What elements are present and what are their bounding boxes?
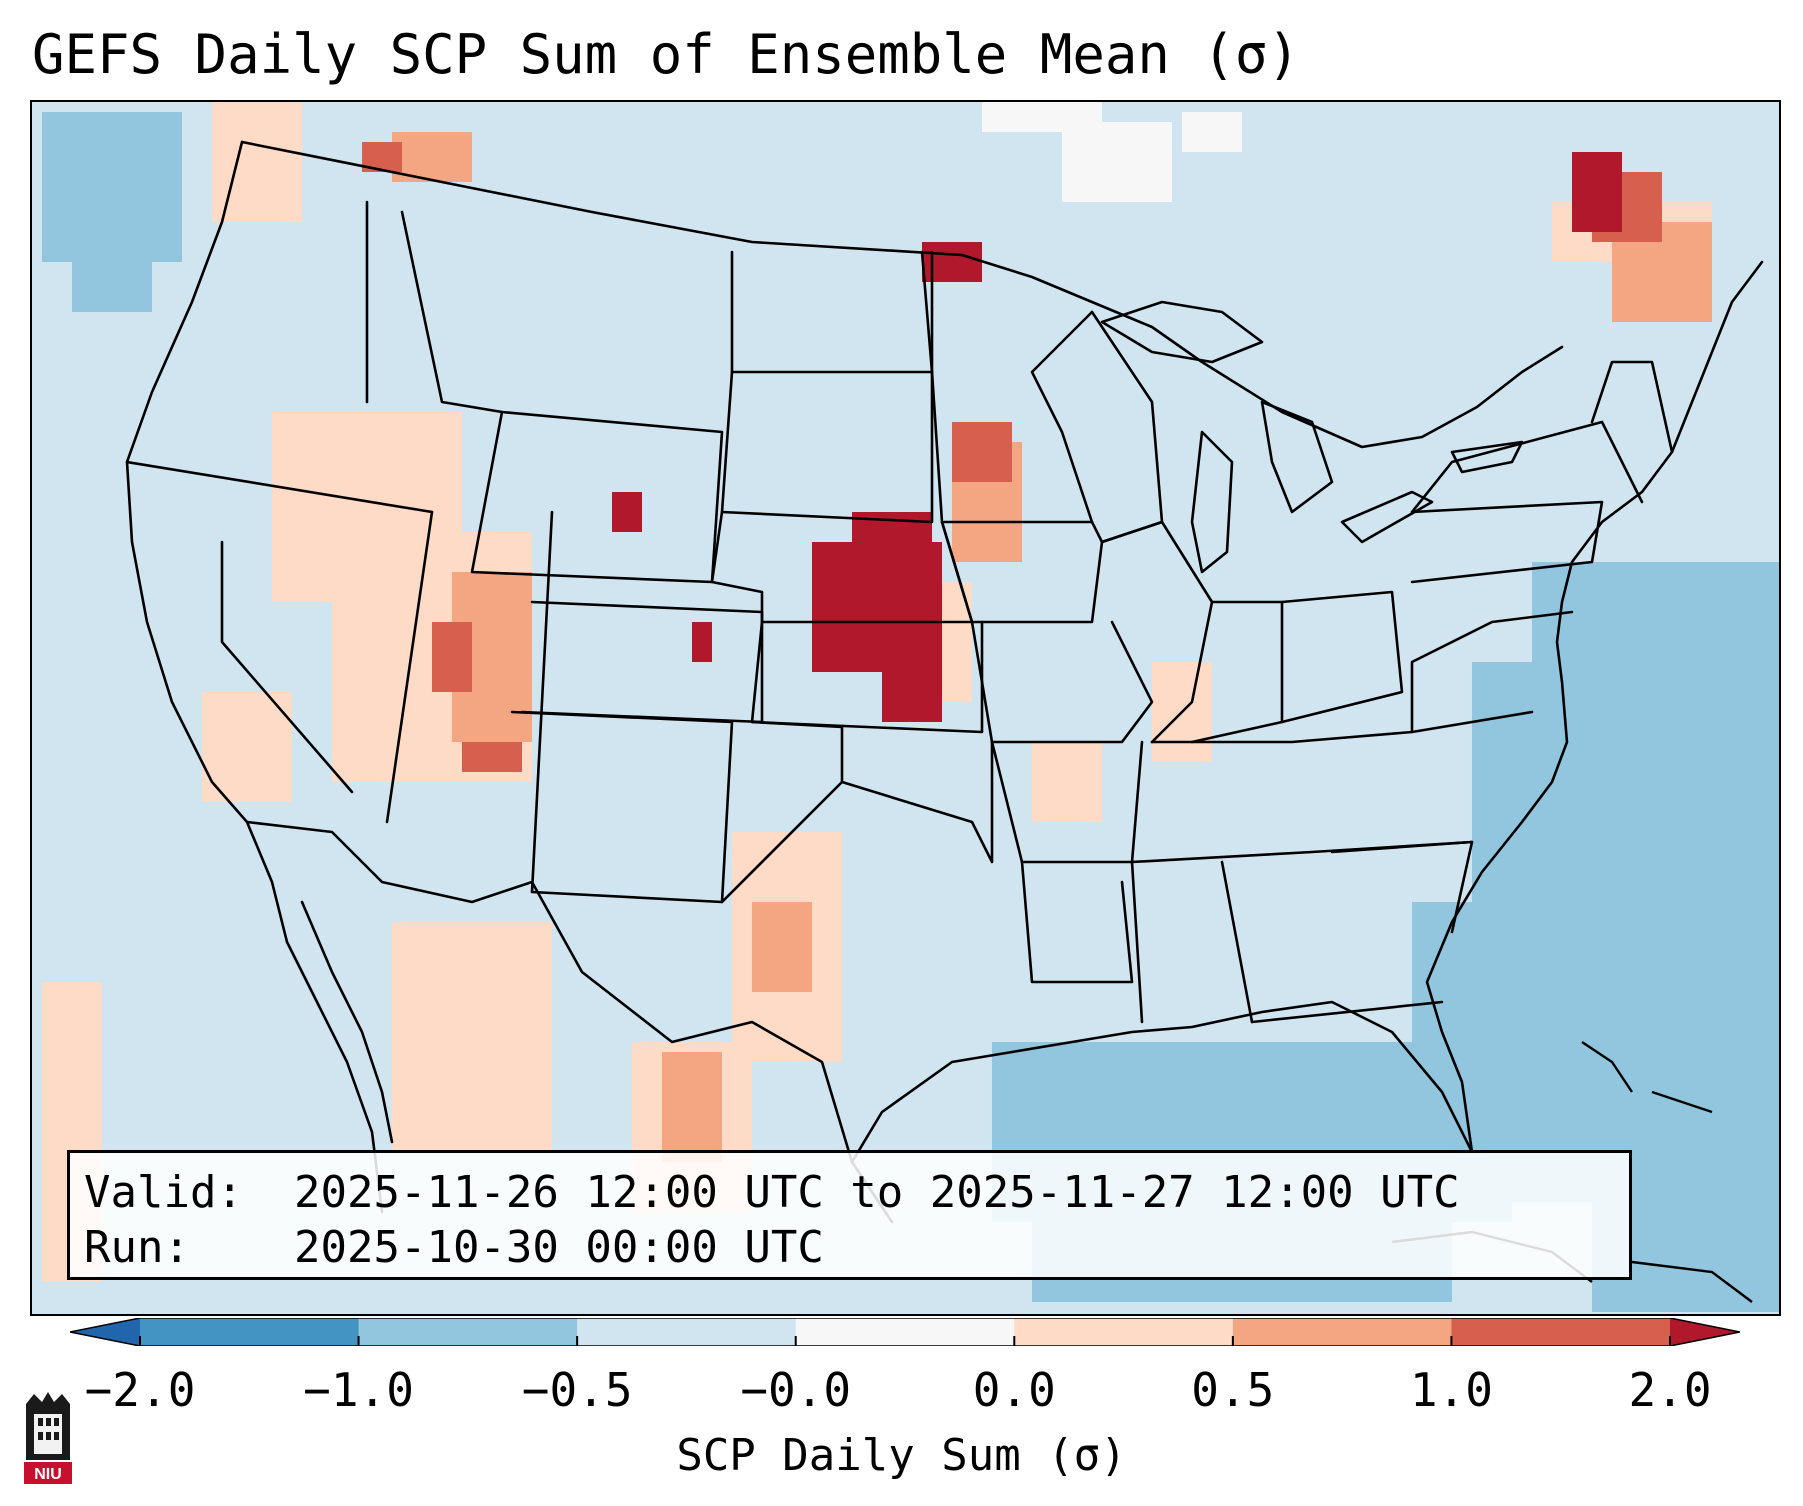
state-line-al-ga xyxy=(1220,860,1254,1024)
valid-run-info-box: Valid: 2025-11-26 12:00 UTC to 2025-11-27… xyxy=(67,1150,1632,1280)
boundaries xyxy=(125,140,1764,1224)
east-coast xyxy=(1425,260,1764,1154)
colorbar-tick-label: 2.0 xyxy=(1628,1363,1712,1417)
lake-erie xyxy=(1340,490,1434,544)
colorbar-tick-label: −0.5 xyxy=(521,1363,633,1417)
colorbar-tick-label: −2.0 xyxy=(84,1363,196,1417)
anomaly-cell xyxy=(42,112,182,262)
gulf-coast xyxy=(850,1000,1474,1164)
run-label: Run: xyxy=(84,1222,190,1273)
west-coast xyxy=(125,140,384,1214)
anomaly-cell xyxy=(202,692,292,802)
state-line-va-nc xyxy=(1410,610,1574,734)
colorbar-label: SCP Daily Sum (σ) xyxy=(676,1430,1127,1481)
anomaly-cell xyxy=(952,422,1012,482)
colorbar-bin xyxy=(1014,1318,1234,1346)
state-line-in xyxy=(1190,600,1284,744)
baja-coast xyxy=(300,900,394,1144)
state-line-ga-fl xyxy=(1250,1000,1444,1024)
state-line-ny xyxy=(1410,420,1644,514)
colorbar-tick-label: −0.0 xyxy=(740,1363,852,1417)
anomaly-cell xyxy=(612,492,642,532)
colorbar-bin xyxy=(140,1318,360,1346)
anomaly-cell xyxy=(462,742,522,772)
colorbar-bin xyxy=(1232,1318,1452,1346)
state-line-or-ca xyxy=(125,460,434,514)
lake-huron xyxy=(1260,400,1334,514)
valid-value: 2025-11-26 12:00 UTC to 2025-11-27 12:00… xyxy=(294,1167,1460,1218)
anomaly-cell xyxy=(662,1052,722,1162)
state-line-nm xyxy=(510,710,734,904)
canada-border xyxy=(240,140,1564,449)
run-value: 2025-10-30 00:00 UTC xyxy=(294,1222,824,1273)
colorbar-tick-label: 0.0 xyxy=(972,1363,1056,1417)
state-line-sd xyxy=(720,370,934,524)
lake-michigan xyxy=(1190,430,1234,574)
colorbar-extend-low xyxy=(70,1318,140,1346)
anomaly-cell xyxy=(752,902,812,992)
niu-logo-text: NIU xyxy=(34,1466,62,1483)
state-line-ky-tn xyxy=(1150,710,1534,744)
colorbar-extend-high xyxy=(1670,1318,1740,1346)
state-line-ok xyxy=(750,720,994,864)
anomaly-cell xyxy=(72,252,152,312)
lake-superior xyxy=(1100,300,1264,364)
colorbar-tick-label: 1.0 xyxy=(1409,1363,1493,1417)
anomaly-cell xyxy=(1182,112,1242,152)
state-line-pa xyxy=(1410,500,1604,584)
anomaly-cell xyxy=(1532,562,1779,682)
anomaly-cell xyxy=(882,662,942,722)
mexico-border xyxy=(245,820,894,1224)
colorbar-tick-label: 0.5 xyxy=(1191,1363,1275,1417)
state-line-ms-al xyxy=(1130,860,1144,1024)
valid-time-line: Valid: 2025-11-26 12:00 UTC to 2025-11-27… xyxy=(84,1165,1629,1220)
niu-logo: NIU xyxy=(24,1392,72,1484)
state-line-ne-states xyxy=(1590,360,1674,454)
anomaly-cell xyxy=(1572,152,1622,232)
anomaly-cell xyxy=(432,622,472,692)
lake-ontario xyxy=(1450,440,1524,474)
colorbar-bin xyxy=(1451,1318,1671,1346)
colorbar-bin xyxy=(577,1318,797,1346)
state-line-la xyxy=(1020,860,1134,984)
state-line-oh xyxy=(1280,590,1404,724)
map-canvas xyxy=(32,102,1779,1314)
run-time-line: Run: 2025-10-30 00:00 UTC xyxy=(84,1220,1629,1275)
state-line-ca-nv xyxy=(220,540,354,794)
map-panel xyxy=(30,100,1781,1316)
anomaly-cell xyxy=(1032,742,1102,822)
anomaly-cell xyxy=(1062,122,1172,202)
anomaly-cell xyxy=(692,622,712,662)
colorbar-bin xyxy=(795,1318,1015,1346)
state-line-tx xyxy=(720,780,844,904)
colorbar-bin xyxy=(358,1318,578,1346)
state-line-ia xyxy=(940,520,1104,624)
colorbar-tick-label: −1.0 xyxy=(303,1363,414,1417)
state-line-nd xyxy=(730,250,934,374)
state-line-ar xyxy=(990,740,1144,864)
anomaly-cell xyxy=(392,922,552,1152)
chart-title: GEFS Daily SCP Sum of Ensemble Mean (σ) xyxy=(32,23,1300,86)
state-line-sc xyxy=(1330,840,1474,934)
state-line-id-mt xyxy=(400,210,504,414)
colorbar xyxy=(70,1318,1740,1346)
anomaly-cell xyxy=(812,542,942,672)
state-line-mo xyxy=(970,620,1154,744)
valid-label: Valid: xyxy=(84,1167,243,1218)
state-line-nv-ut xyxy=(385,510,434,824)
